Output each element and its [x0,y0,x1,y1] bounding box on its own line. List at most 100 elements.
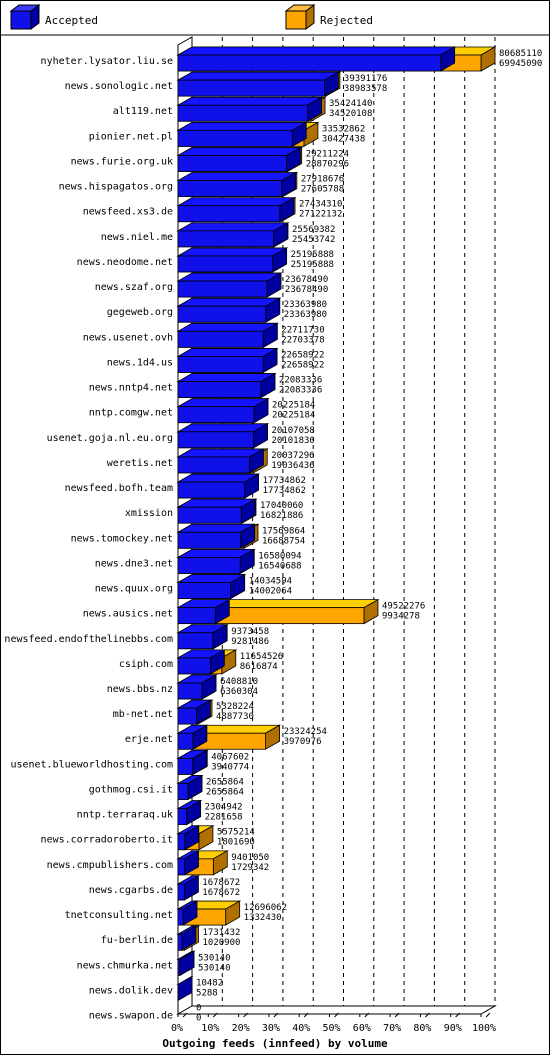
value-label-accepted: 2655864 [206,787,244,797]
category-label: nntp.terraraq.uk [77,810,173,821]
value-label-rejected: 22711730 [281,325,324,335]
x-tick-label: 60% [353,1023,371,1034]
x-tick-slant [486,1013,490,1017]
value-label-accepted: 6360304 [220,687,258,697]
bar-accepted [178,575,245,599]
value-label-accepted: 3970976 [284,737,322,747]
value-label-accepted: 30427438 [322,134,365,144]
category-label: news.sonologic.net [65,81,173,92]
category-label: alt119.net [113,106,173,117]
x-tick-label: 30% [262,1023,280,1034]
value-label-accepted: 38983578 [344,84,387,94]
value-label-accepted: 28870296 [306,159,349,169]
category-label: news.furie.org.uk [71,156,173,167]
value-label-accepted: 16540688 [258,561,301,571]
value-label-rejected: 27434310 [299,200,342,210]
category-label: nntp.comgw.net [89,408,173,419]
bar-accepted [178,976,192,1000]
legend-swatch-accepted [11,5,39,29]
category-label: mb-net.net [113,709,173,720]
bar-accepted [178,876,198,900]
value-label-accepted: 17734862 [263,486,306,496]
category-label: news.ausics.net [83,609,173,620]
value-label-accepted: 1801690 [217,838,255,848]
category-label: news.neodome.net [77,257,173,268]
category-label: news.tomockey.net [71,533,173,544]
value-label-accepted: 3940774 [211,762,249,772]
bar-accepted [178,147,300,171]
value-label-accepted: 27605788 [301,185,344,195]
x-tick-label: 100% [472,1023,496,1034]
value-label-rejected: 2655864 [206,777,244,787]
bar-accepted [178,750,207,774]
value-label-rejected: 2304942 [205,803,243,813]
value-label-rejected: 10482 [196,978,223,988]
value-label-rejected: 25569382 [292,225,335,235]
bar-accepted [178,650,224,674]
category-label: news.nntp4.net [89,383,173,394]
bar-accepted [178,399,268,423]
value-label-rejected: 5575214 [217,828,255,838]
bar-accepted [178,474,259,498]
category-label: tnetconsulting.net [65,910,173,921]
bar-accepted [178,348,277,372]
value-label-rejected: 39391176 [344,74,387,84]
x-tick-label: 0% [171,1023,183,1034]
value-label-accepted: 4887730 [216,712,254,722]
value-label-rejected: 0 [196,1004,201,1014]
legend-label-rejected: Rejected [320,14,373,27]
category-label: news.dolik.dev [89,985,173,996]
category-labels: nyheter.lysator.liu.senews.sonologic.net… [4,56,173,1022]
value-label-rejected: 11654526 [240,652,283,662]
value-label-rejected: 16580094 [258,551,301,561]
category-label: xmission [125,508,173,519]
bar-accepted [178,600,229,624]
value-label-accepted: 20101830 [272,436,315,446]
category-label: news.corradoroberto.it [41,835,173,846]
value-label-accepted: 23678490 [285,285,328,295]
category-label: fu-berlin.de [101,935,173,946]
category-label: news.niel.me [101,232,173,243]
value-label-rejected: 20037296 [271,451,314,461]
value-label-accepted: 22083336 [279,386,322,396]
bar-accepted [178,524,255,548]
bar-accepted [178,549,254,573]
value-label-rejected: 80685110 [499,49,542,59]
value-label-accepted: 16821886 [260,511,303,521]
value-label-rejected: 22083336 [279,376,322,386]
category-label: news.quux.org [95,584,173,595]
bar-accepted [178,198,294,222]
value-label-rejected: 29211224 [306,149,349,159]
bar-accepted [178,424,267,448]
bar-accepted [178,323,277,347]
category-label: usenet.goja.nl.eu.org [47,433,173,444]
value-label-rejected: 23363980 [284,300,327,310]
value-label-rejected: 22658922 [281,350,324,360]
value-label-accepted: 27122132 [299,210,342,220]
category-label: usenet.blueworldhosting.com [10,759,173,770]
value-label-accepted: 20225184 [272,411,315,421]
bar-accepted [178,625,227,649]
bar-accepted [178,675,216,699]
category-label: news.dne3.net [95,558,173,569]
value-label-rejected: 25195888 [291,250,334,260]
value-label-accepted: 69945090 [499,59,542,69]
category-label: csiph.com [119,659,173,670]
value-label-accepted: 1678672 [202,888,240,898]
bar-accepted [178,775,202,799]
category-label: news.chmurka.net [77,960,173,971]
value-label-rejected: 12696062 [244,903,287,913]
value-label-rejected: 6408810 [220,677,258,687]
value-label-rejected: 9373458 [231,627,269,637]
value-label-rejected: 33532862 [322,124,365,134]
category-label: weretis.net [107,458,173,469]
bar-accepted [178,223,288,247]
x-axis-title: Outgoing feeds (innfeed) by volume [162,1037,388,1050]
category-label: news.hispagatos.org [59,182,173,193]
value-label-rejected: 530140 [198,953,231,963]
bar-accepted [178,374,275,398]
legend-swatch-rejected [286,5,314,29]
category-label: news.szaf.org [95,282,173,293]
legend-label-accepted: Accepted [45,14,98,27]
value-label-accepted: 22703378 [281,335,324,345]
